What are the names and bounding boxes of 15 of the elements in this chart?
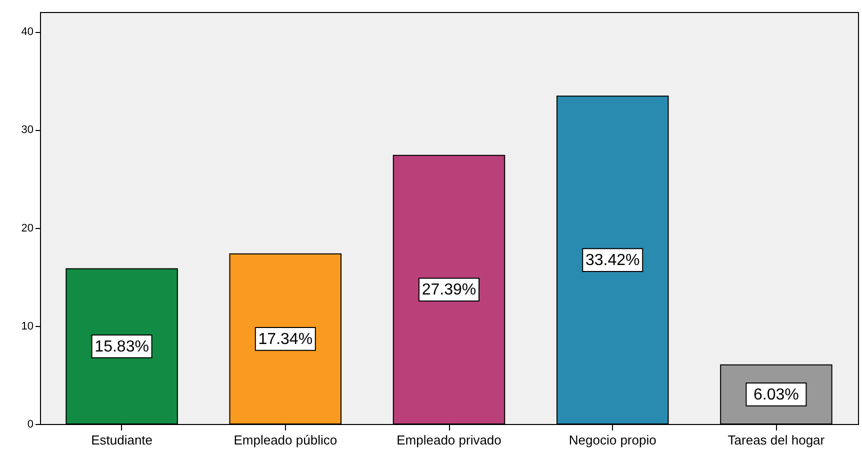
x-tick-label: Estudiante (91, 432, 153, 448)
x-tick-label: Tareas del hogar (728, 432, 826, 448)
data-label: 27.39% (422, 282, 476, 299)
data-label: 33.42% (585, 252, 640, 270)
x-tick-label: Empleado privado (396, 432, 502, 448)
y-tick-label: 10 (21, 320, 34, 332)
y-tick-label: 30 (21, 124, 34, 136)
data-label: 17.34% (258, 330, 313, 348)
data-label: 6.03% (754, 386, 799, 404)
y-tick-label: 20 (21, 222, 34, 234)
y-tick-label: 40 (21, 26, 34, 38)
data-label: 15.83% (94, 338, 149, 356)
y-tick-label: 0 (27, 418, 34, 430)
x-tick-label: Empleado público (234, 432, 338, 448)
x-tick-label: Negocio propio (568, 432, 656, 448)
